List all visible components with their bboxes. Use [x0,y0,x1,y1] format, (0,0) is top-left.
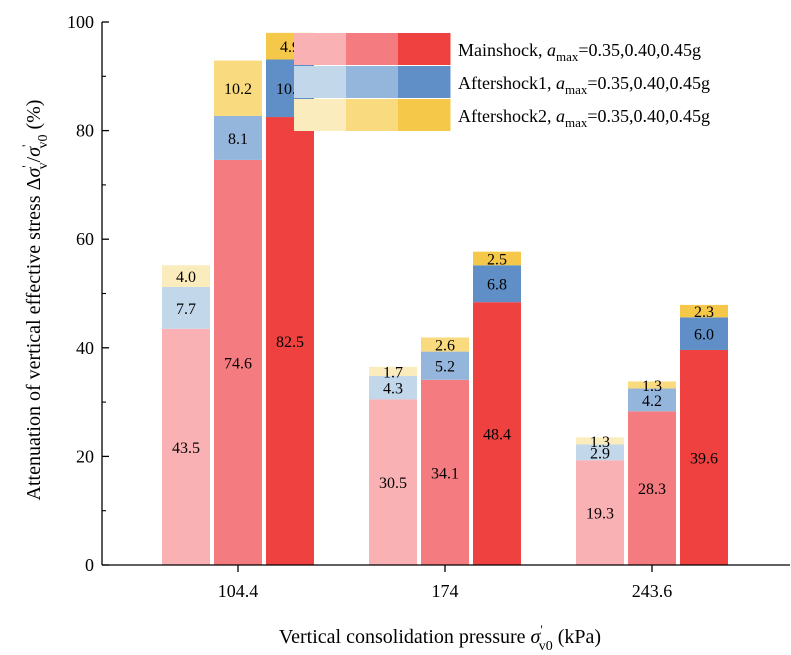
data-label-mainshock-1-1: 34.1 [431,465,459,482]
legend-swatch-aftershock1-1 [346,66,399,98]
bar-mainshock-0-2 [266,117,314,566]
bar-aftershock2-2-2 [680,304,728,318]
bar-aftershock2-2-0 [576,437,624,445]
y-tick-label-0: 0 [85,555,94,575]
legend-swatch-mainshock-1 [346,33,399,65]
bar-aftershock2-2-1 [628,381,676,389]
bar-mainshock-1-2 [473,302,521,565]
data-label-aftershock2-2-0: 1.3 [590,434,610,451]
data-label-mainshock-1-2: 48.4 [483,427,511,444]
bar-mainshock-2-0 [576,460,624,565]
y-axis-title: Attenuation of vertical effective stress… [19,100,51,501]
bar-aftershock1-0-0 [162,286,210,329]
bar-aftershock1-1-1 [421,351,469,380]
y-tick-label-80: 80 [76,121,94,141]
y-tick-label-20: 20 [76,446,94,466]
data-label-aftershock1-0-0: 7.7 [176,301,196,318]
bar-mainshock-0-1 [214,159,262,565]
data-label-aftershock1-2-2: 6.0 [694,327,714,344]
data-label-mainshock-0-1: 74.6 [224,355,252,372]
data-label-aftershock1-2-0: 2.9 [590,445,610,462]
ticks-layer: 0 20 40 60 80 100 104.4 174 243.6 [67,12,672,601]
legend-swatch-mainshock-0 [294,33,347,65]
data-label-aftershock2-2-2: 2.3 [694,304,714,321]
legend-swatch-aftershock2-0 [294,99,347,131]
bar-aftershock1-1-0 [369,376,417,400]
y-tick-label-60: 60 [76,229,94,249]
bar-aftershock2-1-1 [421,337,469,352]
data-label-mainshock-2-1: 28.3 [638,481,666,498]
legend: Mainshock, amax=0.35,0.40,0.45g Aftershoc… [294,33,710,131]
data-label-mainshock-0-0: 43.5 [172,440,200,457]
bar-aftershock2-1-2 [473,251,521,266]
bar-mainshock-0-0 [162,328,210,565]
x-axis-title: Vertical consolidation pressure σ' v0 (kP… [279,622,601,654]
data-label-aftershock2-2-1: 1.3 [642,378,662,395]
data-label-aftershock1-1-2: 6.8 [487,277,507,294]
bar-mainshock-2-1 [628,411,676,565]
data-label-mainshock-2-2: 39.6 [690,450,718,467]
y-tick-label-100: 100 [67,12,94,32]
bar-mainshock-1-0 [369,399,417,565]
legend-label-aftershock1: Aftershock1, amax=0.35,0.40,0.45g [458,73,710,97]
bar-aftershock2-0-1 [214,60,262,116]
data-label-aftershock2-1-2: 2.5 [487,251,507,268]
bar-aftershock1-2-0 [576,444,624,461]
x-tick-label-1: 174 [432,581,459,601]
bar-mainshock-2-2 [680,349,728,565]
x-tick-label-2: 243.6 [632,581,673,601]
bar-mainshock-1-1 [421,379,469,565]
data-label-aftershock2-1-1: 2.6 [435,338,455,355]
bars-layer: 43.57.74.074.68.110.282.510.64.930.54.31… [162,32,728,566]
data-label-aftershock1-1-1: 5.2 [435,359,455,376]
bar-aftershock2-0-0 [162,265,210,287]
data-label-mainshock-1-0: 30.5 [379,475,407,492]
legend-swatch-aftershock2-1 [346,99,399,131]
bar-aftershock1-2-2 [680,317,728,350]
bar-aftershock1-2-1 [628,388,676,412]
x-tick-label-0: 104.4 [218,581,259,601]
data-label-aftershock1-0-1: 8.1 [228,131,248,148]
legend-label-aftershock2: Aftershock2, amax=0.35,0.40,0.45g [458,106,710,130]
data-label-mainshock-0-2: 82.5 [276,334,304,351]
data-label-mainshock-2-0: 19.3 [586,506,614,523]
legend-swatch-aftershock1-0 [294,66,347,98]
data-label-aftershock2-0-1: 10.2 [224,81,252,98]
data-label-aftershock2-0-0: 4.0 [176,269,196,286]
bar-aftershock2-1-0 [369,366,417,377]
bar-aftershock1-0-1 [214,115,262,160]
y-tick-label-40: 40 [76,338,94,358]
bar-aftershock1-1-2 [473,265,521,303]
data-label-aftershock1-1-0: 4.3 [383,381,403,398]
data-label-aftershock1-2-1: 4.2 [642,393,662,410]
legend-swatch-mainshock-2 [398,33,451,65]
legend-swatch-aftershock2-2 [398,99,451,131]
legend-label-mainshock: Mainshock, amax=0.35,0.40,0.45g [458,40,701,64]
legend-swatch-aftershock1-2 [398,66,451,98]
data-label-aftershock2-1-0: 1.7 [383,364,403,381]
